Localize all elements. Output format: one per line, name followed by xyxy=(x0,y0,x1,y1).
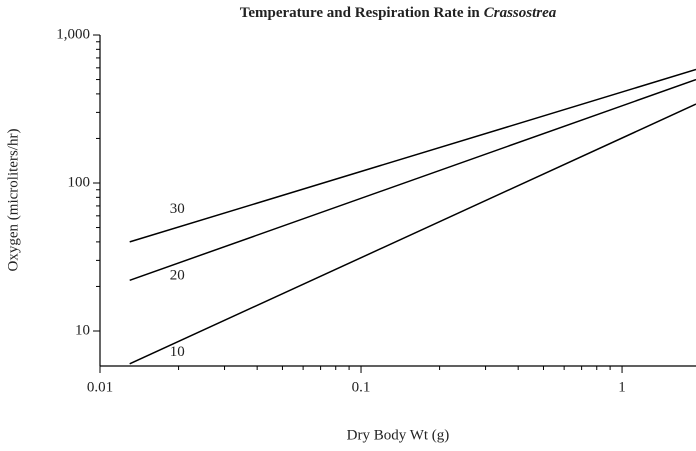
series-line xyxy=(129,68,696,243)
y-tick-label: 1,000 xyxy=(56,26,90,42)
y-axis-label: Oxygen (microliters/hr) xyxy=(5,129,21,272)
x-tick-label: 0.01 xyxy=(87,379,113,395)
x-tick-label: 0.1 xyxy=(352,379,371,395)
series-line xyxy=(129,103,696,365)
series-label: 10 xyxy=(170,344,185,360)
x-axis-label: Dry Body Wt (g) xyxy=(347,427,450,443)
series-label: 20 xyxy=(170,268,185,284)
title-italic: Crassostrea xyxy=(484,5,557,21)
series-line xyxy=(129,78,696,282)
y-tick-label: 100 xyxy=(68,174,91,190)
title-text: Temperature and Respiration Rate in xyxy=(240,5,481,21)
y-tick-label: 10 xyxy=(75,322,90,338)
series-label: 30 xyxy=(170,201,185,217)
x-tick-label: 1 xyxy=(618,379,626,395)
chart-title: Temperature and Respiration Rate in Crass… xyxy=(240,5,557,21)
